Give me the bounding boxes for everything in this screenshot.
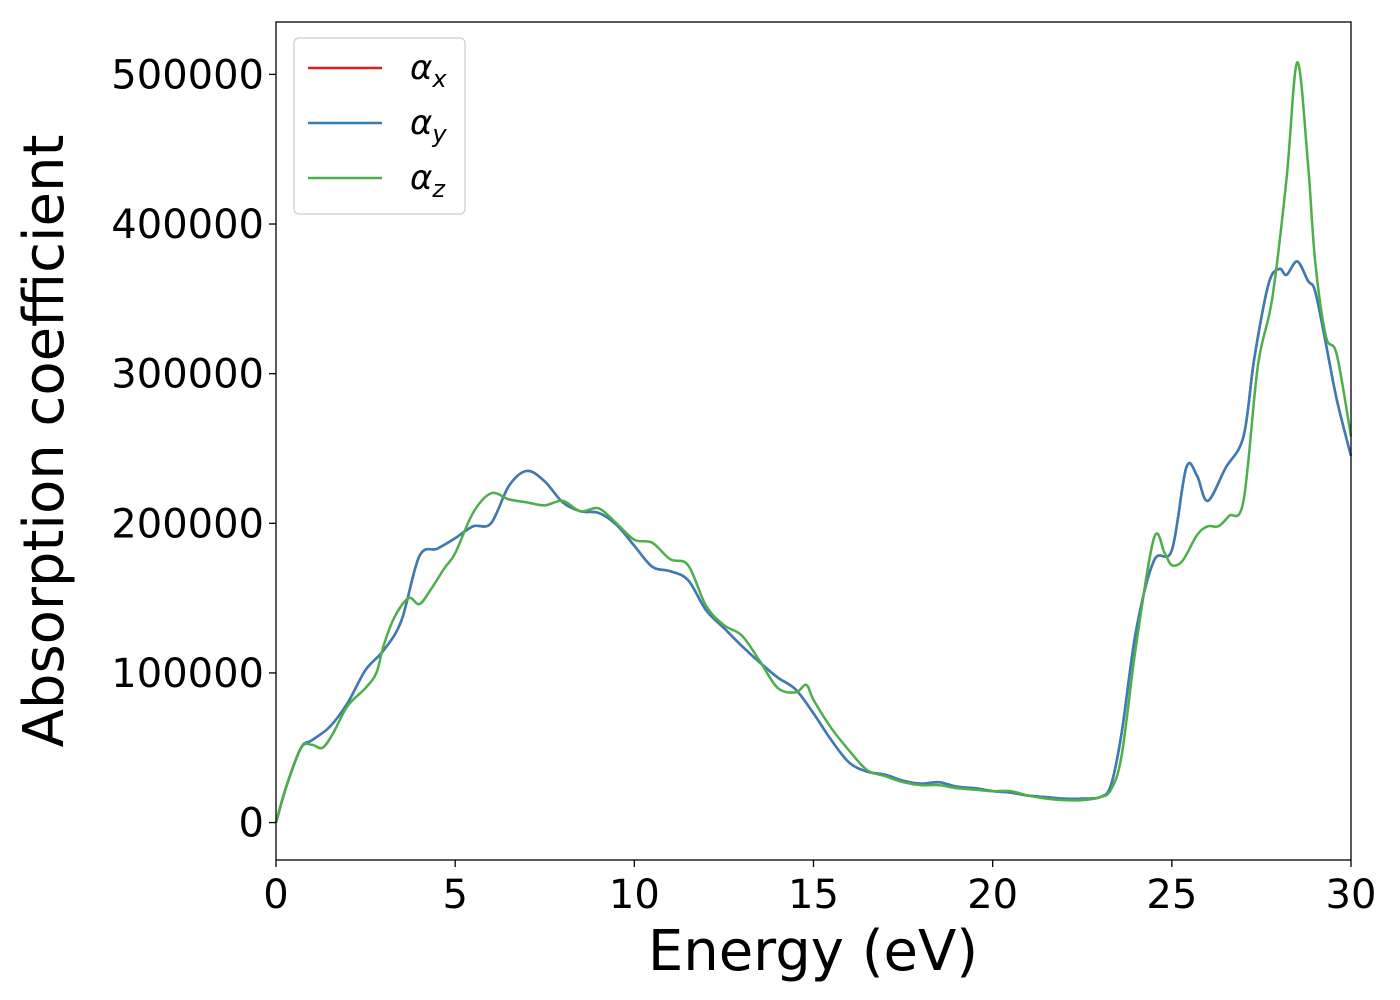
- x-tick-label: 25: [1146, 872, 1197, 918]
- y-tick-label: 0: [239, 801, 264, 847]
- y-axis: 0 100000 200000 300000 400000 500000: [111, 52, 276, 847]
- x-tick-label: 0: [263, 872, 288, 918]
- x-tick-label: 30: [1326, 872, 1377, 918]
- x-axis: 0 5 10 15 20 25 30: [263, 860, 1376, 918]
- legend-label-z: αz: [410, 158, 446, 203]
- x-tick-label: 20: [967, 872, 1018, 918]
- series-layer: [274, 61, 1353, 823]
- x-tick-label: 5: [442, 872, 467, 918]
- x-tick-label: 10: [609, 872, 660, 918]
- y-tick-label: 500000: [111, 52, 264, 98]
- y-tick-label: 400000: [111, 202, 264, 248]
- x-axis-label: Energy (eV): [648, 919, 978, 984]
- series-line-y: [274, 260, 1353, 823]
- x-tick-label: 15: [788, 872, 839, 918]
- y-tick-label: 100000: [111, 651, 264, 697]
- legend-box: [293, 37, 466, 215]
- series-line-z: [274, 61, 1353, 823]
- y-axis-label: Absorption coefficient: [12, 135, 77, 748]
- y-tick-label: 300000: [111, 352, 264, 398]
- y-tick-label: 200000: [111, 501, 264, 547]
- legend: αx αy αz: [293, 37, 466, 215]
- legend-label-x: αx: [410, 48, 447, 93]
- legend-label-y: αy: [410, 103, 447, 148]
